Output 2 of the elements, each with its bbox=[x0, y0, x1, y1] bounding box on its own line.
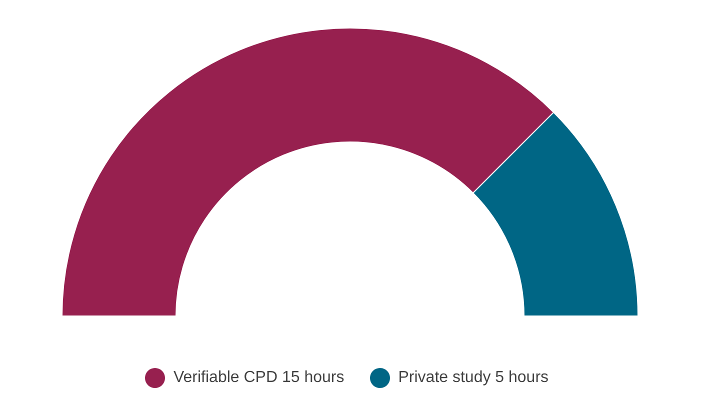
legend-label: Verifiable CPD 15 hours bbox=[173, 369, 344, 386]
legend-label: Private study 5 hours bbox=[398, 369, 549, 386]
